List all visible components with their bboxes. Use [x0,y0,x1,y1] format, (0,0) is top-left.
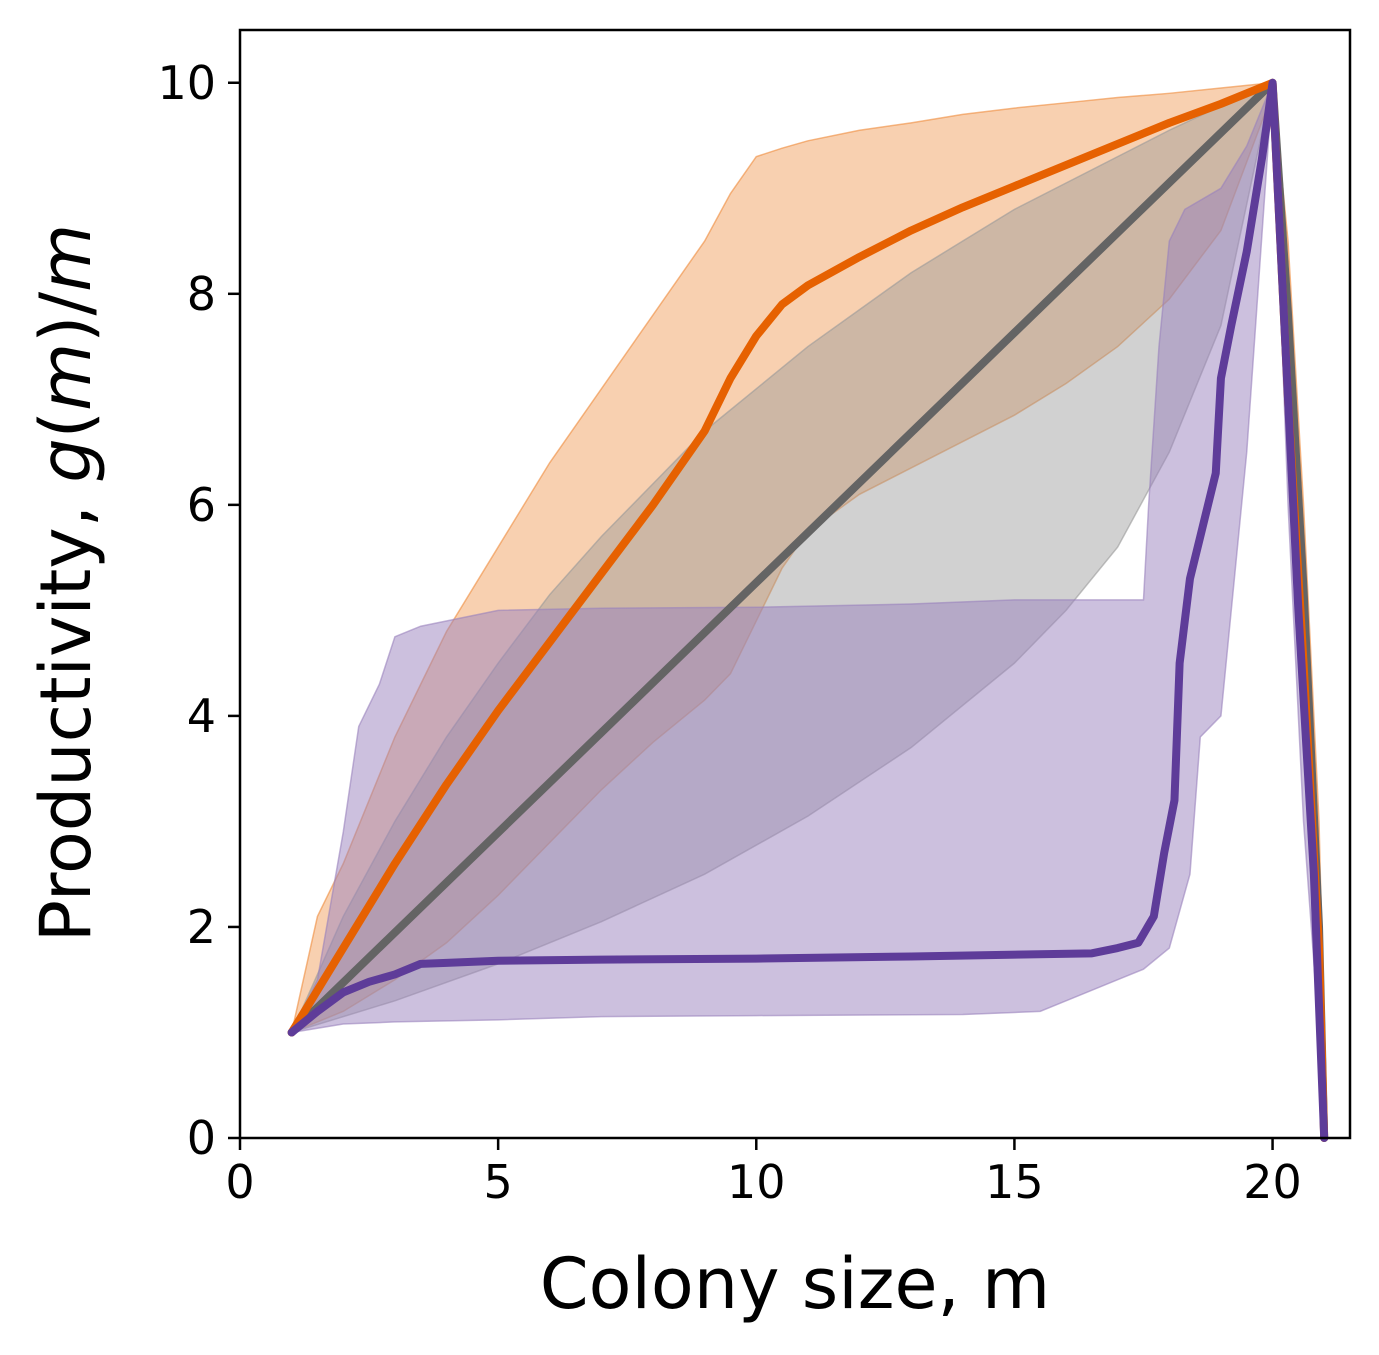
y-axis-ticks: 0 2 4 6 8 10 [157,56,240,1165]
series-lines [287,78,1329,1142]
x-axis-ticks: 0 5 10 15 20 [225,1138,1302,1209]
y-axis-title-part: ( [25,411,107,438]
x-tick-label: 0 [225,1155,254,1209]
x-tick-label: 5 [483,1155,512,1209]
x-tick-label: 10 [727,1155,786,1209]
y-axis-title-part: Productivity, [25,483,107,942]
plot-frame [238,28,1352,1140]
y-axis-title-part: m [25,343,107,411]
x-tick-label: 15 [985,1155,1044,1209]
y-tick-label: 4 [187,689,216,743]
confidence-bands [290,81,1325,1139]
y-tick-label: 10 [157,56,216,110]
series-line-1 [287,78,1329,1142]
y-tick-label: 2 [187,900,216,954]
x-axis-title: Colony size, m [540,1243,1050,1325]
y-tick-label: 6 [187,478,216,532]
y-axis-title-part: )/ [25,292,107,343]
y-axis-title: Productivity, g(m)/m [25,224,107,943]
series-line-2 [287,78,1329,1142]
y-tick-label: 8 [187,267,216,321]
y-axis-title-part: m [25,224,107,292]
x-tick-label: 20 [1243,1155,1302,1209]
y-axis-title-part: g [25,438,107,482]
y-tick-label: 0 [187,1111,216,1165]
